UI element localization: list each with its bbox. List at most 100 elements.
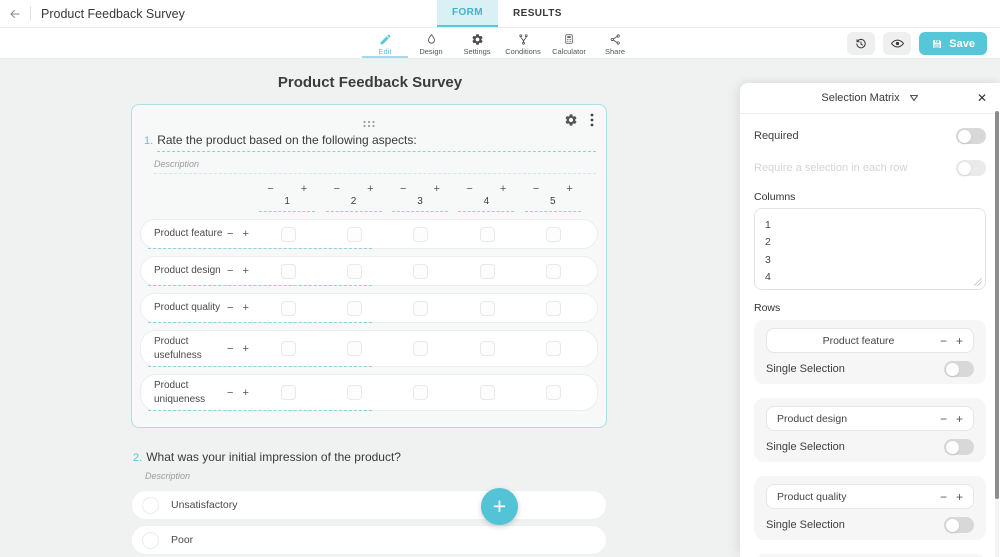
row-label-input[interactable]: Product uniqueness (154, 380, 206, 405)
column-label-input[interactable]: 2 (325, 196, 382, 212)
toolbar-item-share[interactable]: Share (592, 28, 638, 58)
matrix-checkbox[interactable] (413, 263, 429, 279)
row-name-input[interactable]: Product quality − + (766, 484, 974, 509)
row-remove-button[interactable]: − (939, 411, 947, 426)
matrix-checkbox[interactable] (479, 385, 495, 400)
column-add-button[interactable]: + (433, 183, 440, 195)
toolbar-item-conditions[interactable]: Conditions (500, 28, 546, 58)
toolbar-item-design[interactable]: Design (408, 28, 454, 58)
question-1-description-input[interactable]: Description (154, 159, 596, 174)
row-add-button[interactable]: + (955, 333, 963, 348)
resize-grip-icon[interactable] (974, 278, 982, 286)
matrix-checkbox[interactable] (280, 300, 296, 316)
option-unsatisfactory[interactable]: Unsatisfactory (131, 490, 607, 520)
matrix-checkbox[interactable] (280, 263, 296, 279)
matrix-checkbox[interactable] (546, 385, 562, 400)
history-button[interactable] (847, 32, 876, 55)
question-2-description[interactable]: Description (145, 471, 191, 481)
matrix-checkbox[interactable] (280, 226, 296, 242)
question-2-block[interactable]: 2. What was your initial impression of t… (131, 450, 607, 557)
save-button[interactable]: Save (919, 32, 987, 55)
question-1-card[interactable]: 1. Rate the product based on the followi… (131, 104, 607, 428)
tab-form[interactable]: FORM (437, 0, 499, 27)
panel-scrollbar[interactable] (995, 111, 999, 499)
column-add-button[interactable]: + (367, 183, 374, 195)
preview-button[interactable] (883, 32, 912, 55)
question-2-title[interactable]: What was your initial impression of the … (146, 450, 401, 464)
matrix-checkbox[interactable] (546, 226, 562, 242)
row-add-button[interactable]: + (242, 302, 249, 314)
row-name-input[interactable]: Product design − + (766, 406, 974, 431)
matrix-checkbox[interactable] (479, 341, 495, 356)
column-remove-button[interactable]: − (466, 183, 473, 195)
matrix-checkbox[interactable] (413, 385, 429, 400)
column-remove-button[interactable]: − (399, 183, 407, 195)
matrix-checkbox[interactable] (347, 226, 363, 242)
matrix-checkbox[interactable] (280, 385, 296, 400)
row-remove-button[interactable]: − (227, 228, 234, 240)
row-add-button[interactable]: + (955, 489, 963, 504)
matrix-checkbox[interactable] (347, 300, 363, 316)
matrix-checkbox[interactable] (413, 300, 429, 316)
column-remove-button[interactable]: − (333, 183, 341, 195)
row-label-input[interactable]: Product feature (154, 228, 223, 240)
matrix-checkbox[interactable] (413, 226, 429, 242)
column-remove-button[interactable]: − (267, 183, 274, 195)
option-poor[interactable]: Poor (131, 525, 607, 555)
tab-results[interactable]: RESULTS (513, 8, 562, 19)
row-label-input[interactable]: Product usefulness (154, 336, 202, 361)
matrix-checkbox[interactable] (546, 263, 562, 279)
row-add-button[interactable]: + (955, 411, 963, 426)
matrix-checkbox[interactable] (347, 263, 363, 279)
add-field-button[interactable]: + (481, 488, 518, 525)
row-remove-button[interactable]: − (939, 333, 947, 348)
question-1-title-input[interactable]: Rate the product based on the following … (157, 133, 596, 152)
column-add-button[interactable]: + (566, 183, 573, 195)
column-label-input[interactable]: 4 (458, 196, 515, 212)
column-label-input[interactable]: 3 (391, 196, 448, 212)
close-panel-button[interactable]: ✕ (976, 91, 987, 105)
column-add-button[interactable]: + (300, 183, 308, 195)
row-label-input[interactable]: Product design (154, 265, 221, 277)
row-add-button[interactable]: + (242, 386, 249, 399)
columns-textarea[interactable]: 1 2 3 4 5 (754, 208, 986, 290)
single-selection-toggle[interactable] (944, 517, 974, 533)
single-selection-toggle[interactable] (944, 361, 974, 377)
radio-icon[interactable] (142, 496, 159, 514)
matrix-checkbox[interactable] (347, 385, 363, 400)
back-button[interactable] (0, 7, 30, 21)
matrix-checkbox[interactable] (479, 300, 495, 316)
row-add-button[interactable]: + (242, 342, 249, 355)
question-menu-kebab-icon[interactable] (590, 113, 594, 127)
column-add-button[interactable]: + (499, 183, 507, 195)
chevron-down-icon[interactable] (909, 94, 919, 102)
row-remove-button[interactable]: − (939, 489, 947, 504)
row-remove-button[interactable]: − (227, 342, 234, 355)
require-each-row-toggle[interactable] (956, 160, 986, 176)
radio-icon[interactable] (142, 531, 159, 549)
row-remove-button[interactable]: − (227, 302, 234, 314)
field-type-selector[interactable]: Selection Matrix (821, 92, 900, 104)
matrix-checkbox[interactable] (413, 341, 429, 356)
matrix-checkbox[interactable] (280, 341, 296, 356)
row-name-input[interactable]: Product feature − + (766, 328, 974, 353)
drag-handle-icon[interactable] (363, 115, 376, 133)
question-settings-gear-icon[interactable] (564, 113, 578, 127)
column-label-input[interactable]: 5 (524, 196, 581, 212)
column-remove-button[interactable]: − (532, 183, 540, 195)
row-label-input[interactable]: Product quality (154, 302, 221, 314)
toolbar-item-calculator[interactable]: Calculator (546, 28, 592, 58)
toolbar-item-settings[interactable]: Settings (454, 28, 500, 58)
single-selection-toggle[interactable] (944, 439, 974, 455)
toolbar-item-edit[interactable]: Edit (362, 28, 408, 58)
row-remove-button[interactable]: − (227, 265, 234, 277)
row-add-button[interactable]: + (242, 228, 249, 240)
row-add-button[interactable]: + (242, 265, 249, 277)
matrix-checkbox[interactable] (479, 263, 495, 279)
required-toggle[interactable] (956, 128, 986, 144)
row-remove-button[interactable]: − (227, 386, 234, 399)
column-label-input[interactable]: 1 (259, 196, 316, 212)
matrix-checkbox[interactable] (546, 341, 562, 356)
matrix-checkbox[interactable] (347, 341, 363, 356)
matrix-checkbox[interactable] (479, 226, 495, 242)
